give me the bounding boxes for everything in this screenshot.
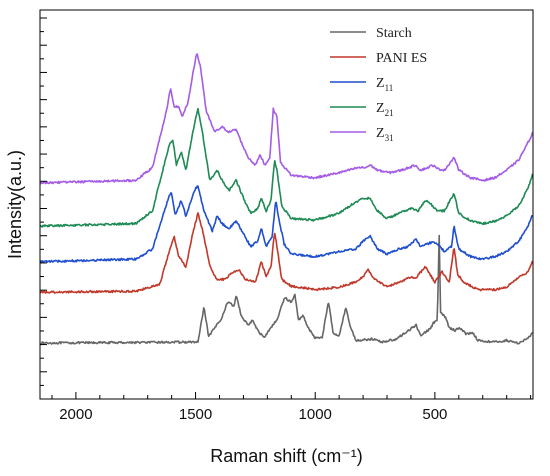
x-tick-label: 1500 [179, 406, 212, 423]
legend-label: Z11 [376, 76, 393, 93]
x-tick-label: 500 [422, 406, 447, 423]
legend-label: Starch [376, 26, 412, 41]
x-tick-label: 1000 [299, 406, 332, 423]
series-line-z11 [39, 185, 534, 264]
legend-label: Z31 [376, 126, 394, 143]
legend-label-main: Z [376, 101, 385, 116]
legend-label-main: PANI ES [376, 51, 427, 66]
plot-frame [39, 9, 534, 400]
y-axis-ticks [40, 17, 47, 400]
legend-label-subscript: 11 [385, 83, 394, 93]
y-axis-title: Intensity(a.u.) [5, 150, 25, 259]
series-line-z31 [39, 53, 534, 185]
legend-label-main: Starch [376, 26, 412, 41]
series-layer [39, 53, 534, 345]
series-line-z21 [39, 107, 534, 228]
legend-label-subscript: 21 [385, 108, 394, 118]
x-axis-title: Raman shift (cm⁻¹) [210, 446, 363, 466]
legend-label-subscript: 31 [385, 133, 394, 143]
x-tick-label: 2000 [59, 406, 92, 423]
series-line-pani-es [39, 212, 534, 294]
legend-label-main: Z [376, 126, 385, 141]
series-line-starch [39, 234, 534, 345]
x-axis-ticks: 2000 1500 1000 500 [51, 392, 532, 423]
legend-label: PANI ES [376, 51, 427, 66]
legend-label-main: Z [376, 76, 385, 91]
legend-label: Z21 [376, 101, 394, 118]
